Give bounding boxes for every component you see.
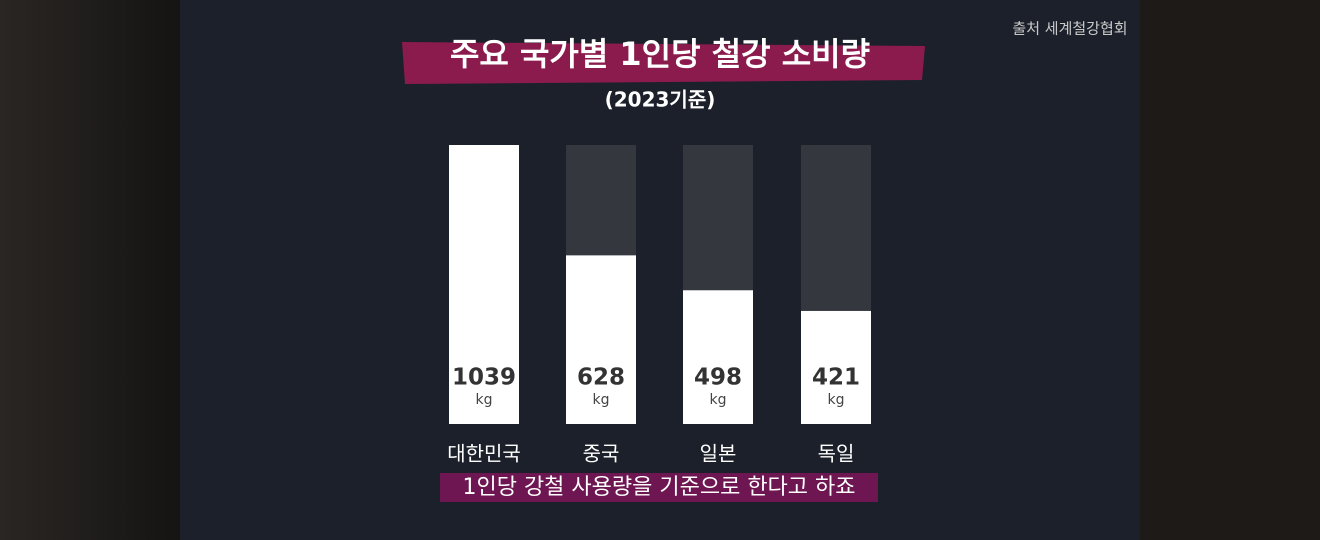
right-backdrop [1140, 0, 1320, 540]
bar [801, 310, 871, 424]
x-tick-label: 대한민국 [447, 442, 521, 466]
value-label: 421 [812, 365, 860, 391]
x-tick-label: 일본 [700, 442, 737, 466]
bar [449, 145, 519, 424]
value-label: 1039 [452, 365, 516, 391]
unit-label: kg [828, 392, 845, 408]
value-label: 498 [694, 365, 742, 391]
caption: 1인당 강철 사용량을 기준으로 한다고 하죠 [462, 475, 855, 500]
title-highlight [402, 42, 925, 84]
unit-label: kg [593, 392, 610, 408]
caption-highlight [440, 473, 878, 502]
x-tick-label: 중국 [583, 442, 620, 466]
left-backdrop [0, 0, 180, 540]
value-label: 628 [577, 365, 625, 391]
panel [180, 0, 1140, 540]
unit-label: kg [710, 392, 727, 408]
unit-label: kg [476, 392, 493, 408]
bar [566, 255, 636, 424]
chart-title: 주요 국가별 1인당 철강 소비량 [450, 35, 870, 73]
source: 출처 세계철강협회 [1012, 20, 1127, 38]
bar [683, 290, 753, 424]
chart-subtitle: (2023기준) [605, 88, 716, 112]
x-tick-label: 독일 [818, 442, 855, 466]
